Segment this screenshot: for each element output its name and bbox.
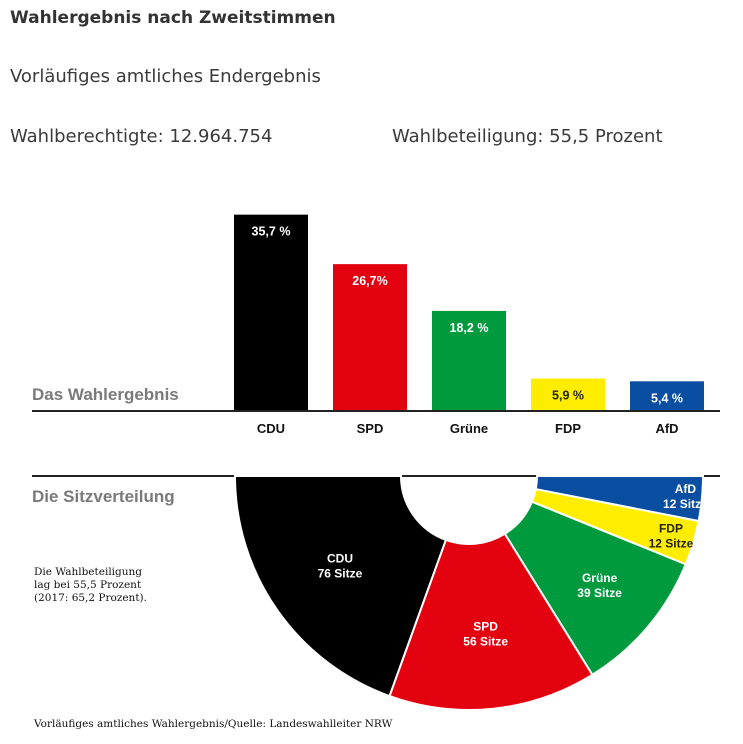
bar-category-label-spd: SPD — [357, 421, 384, 436]
bar-value-label-afd: 5,4 % — [651, 391, 683, 405]
bar-chart-title: Das Wahlergebnis — [32, 385, 179, 404]
seat-segment-spd — [388, 532, 594, 711]
turnout: Wahlbeteiligung: 55,5 Prozent — [392, 126, 663, 147]
seat-label-cdu: CDU 76 Sitze — [318, 552, 363, 581]
seat-label-line: 12 Sitze — [663, 497, 708, 511]
bar-category-label-gruene: Grüne — [450, 421, 488, 436]
page-subtitle: Vorläufiges amtliches Endergebnis — [10, 66, 321, 87]
seat-chart-title: Die Sitzverteilung — [32, 487, 175, 506]
turnout-note-line: (2017: 65,2 Prozent). — [34, 592, 147, 604]
seat-label-line: 56 Sitze — [463, 634, 508, 648]
bar-value-label-cdu: 35,7 % — [252, 225, 291, 239]
seat-label-line: 12 Sitze — [649, 536, 694, 550]
bar-value-label-fdp: 5,9 % — [552, 389, 584, 403]
bar-value-label-spd: 26,7% — [352, 274, 387, 288]
bar-cdu — [234, 214, 308, 411]
bar-category-label-afd: AfD — [655, 421, 678, 436]
seat-label-gruene: Grüne 39 Sitze — [577, 571, 622, 600]
seat-label-line: AfD — [675, 482, 697, 496]
bars-layer: 35,7 % 26,7% 18,2 % 5,9 % 5,4 % — [234, 214, 704, 411]
seat-label-fdp: FDP 12 Sitze — [649, 521, 694, 550]
seat-segment-gruene — [503, 500, 688, 677]
seat-label-line: 76 Sitze — [318, 567, 363, 581]
bar-value-label-gruene: 18,2 % — [450, 321, 489, 335]
seat-label-line: SPD — [473, 619, 498, 633]
seat-segment-afd — [534, 475, 705, 523]
turnout-note-line: lag bei 55,5 Prozent — [34, 579, 142, 591]
bar-spd — [333, 264, 407, 411]
seat-label-line: 39 Sitze — [577, 586, 622, 600]
bar-afd — [630, 381, 704, 411]
bar-gruene — [432, 310, 506, 411]
page-title: Wahlergebnis nach Zweitstimmen — [10, 8, 336, 28]
bar-fdp — [531, 378, 605, 411]
eligible-voters: Wahlberechtigte: 12.964.754 — [10, 126, 273, 147]
seat-segment-cdu — [233, 475, 448, 698]
seat-label-line: Grüne — [582, 571, 618, 585]
seat-label-afd: AfD 12 Sitze — [663, 482, 708, 511]
seat-label-line: CDU — [327, 552, 353, 566]
source-note: Vorläufiges amtliches Wahlergebnis/Quell… — [34, 718, 393, 730]
seat-chart: Die Sitzverteilung CDU 76 Sitze SPD 56 Sitz… — [32, 475, 720, 711]
turnout-note-line: Die Wahlbeteiligung — [34, 566, 142, 578]
bar-chart: Das Wahlergebnis 35,7 % 26,7% 18,2 % 5,9 % 5… — [32, 214, 720, 436]
bar-category-label-cdu: CDU — [257, 421, 285, 436]
seat-label-line: FDP — [659, 521, 683, 535]
seat-label-spd: SPD 56 Sitze — [463, 619, 508, 648]
turnout-note: Die Wahlbeteiligung lag bei 55,5 Prozent… — [34, 566, 164, 605]
bar-categories: CDU SPD Grüne FDP AfD — [257, 421, 679, 436]
bar-category-label-fdp: FDP — [555, 421, 581, 436]
